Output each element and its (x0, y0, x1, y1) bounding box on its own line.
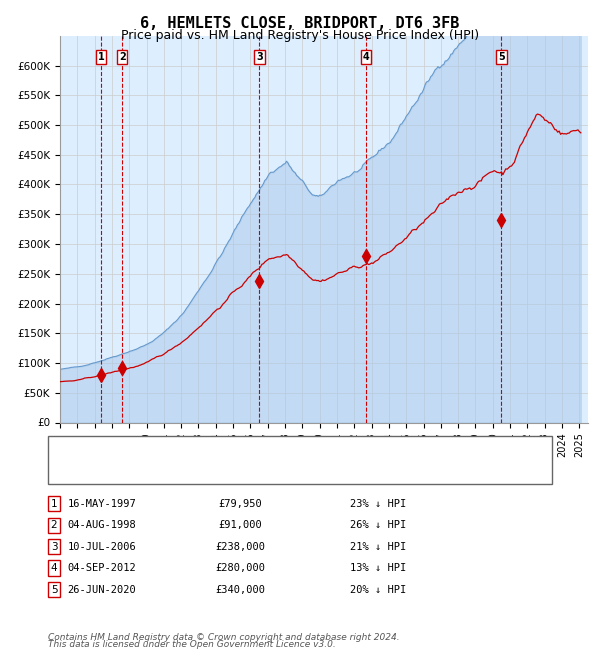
Text: 1: 1 (50, 499, 58, 509)
Text: 20% ↓ HPI: 20% ↓ HPI (350, 584, 406, 595)
Text: 4: 4 (50, 563, 58, 573)
Text: Price paid vs. HM Land Registry's House Price Index (HPI): Price paid vs. HM Land Registry's House … (121, 29, 479, 42)
Text: 10-JUL-2006: 10-JUL-2006 (68, 541, 136, 552)
Text: 04-AUG-1998: 04-AUG-1998 (68, 520, 136, 530)
Text: 13% ↓ HPI: 13% ↓ HPI (350, 563, 406, 573)
Text: 26% ↓ HPI: 26% ↓ HPI (350, 520, 406, 530)
Text: 6, HEMLETS CLOSE, BRIDPORT, DT6 3FB: 6, HEMLETS CLOSE, BRIDPORT, DT6 3FB (140, 16, 460, 31)
Text: 26-JUN-2020: 26-JUN-2020 (68, 584, 136, 595)
Text: £280,000: £280,000 (215, 563, 265, 573)
Text: 3: 3 (50, 541, 58, 552)
Text: 5: 5 (498, 51, 505, 62)
Text: 16-MAY-1997: 16-MAY-1997 (68, 499, 136, 509)
Text: 3: 3 (256, 51, 263, 62)
Text: 5: 5 (50, 584, 58, 595)
Text: £238,000: £238,000 (215, 541, 265, 552)
Text: 04-SEP-2012: 04-SEP-2012 (68, 563, 136, 573)
Text: 6, HEMLETS CLOSE, BRIDPORT, DT6 3FB (detached house): 6, HEMLETS CLOSE, BRIDPORT, DT6 3FB (det… (102, 444, 405, 454)
Text: Contains HM Land Registry data © Crown copyright and database right 2024.: Contains HM Land Registry data © Crown c… (48, 633, 400, 642)
Text: £91,000: £91,000 (218, 520, 262, 530)
Text: 4: 4 (362, 51, 369, 62)
Text: £79,950: £79,950 (218, 499, 262, 509)
Text: 21% ↓ HPI: 21% ↓ HPI (350, 541, 406, 552)
Text: 1: 1 (98, 51, 104, 62)
Text: 2: 2 (119, 51, 125, 62)
Text: £340,000: £340,000 (215, 584, 265, 595)
Text: This data is licensed under the Open Government Licence v3.0.: This data is licensed under the Open Gov… (48, 640, 336, 649)
Text: 23% ↓ HPI: 23% ↓ HPI (350, 499, 406, 509)
Text: 2: 2 (50, 520, 58, 530)
Text: HPI: Average price, detached house, Dorset: HPI: Average price, detached house, Dors… (102, 465, 329, 476)
